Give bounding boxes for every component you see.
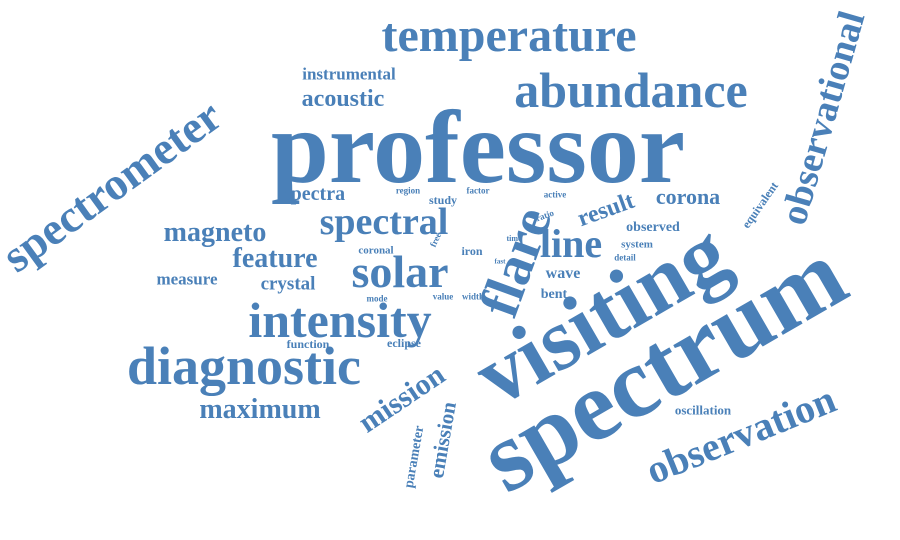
word-bent: bent <box>540 287 568 302</box>
word-magneto: magneto <box>163 217 267 248</box>
word-maximum: maximum <box>199 394 321 425</box>
word-width: width <box>461 291 485 302</box>
word-system: system <box>621 238 653 251</box>
word-intensity: intensity <box>248 292 432 348</box>
word-coronal: coronal <box>358 244 394 257</box>
word-eclipse: eclipse <box>387 336 421 350</box>
word-active: active <box>543 189 567 200</box>
word-study: study <box>428 193 458 207</box>
word-region: region <box>395 185 421 196</box>
word-emission: emission <box>424 399 462 480</box>
word-oscillation: oscillation <box>674 402 732 418</box>
word-feature: feature <box>232 243 318 274</box>
word-acoustic: acoustic <box>301 86 385 112</box>
word-corona: corona <box>655 184 721 209</box>
word-instrumental: instrumental <box>302 64 396 84</box>
word-observational: observational <box>772 6 874 230</box>
word-parameter: parameter <box>401 424 428 490</box>
word-crystal: crystal <box>260 273 316 295</box>
word-spectra: spectra <box>282 183 346 205</box>
word-solar: solar <box>351 246 449 297</box>
word-wave: wave <box>545 265 581 282</box>
word-line: line <box>539 221 603 266</box>
word-mode: mode <box>366 293 388 304</box>
word-measure: measure <box>156 269 218 289</box>
word-observed: observed <box>626 220 680 235</box>
word-abundance: abundance <box>514 62 748 118</box>
word-value: value <box>432 291 454 302</box>
word-diagnostic: diagnostic <box>126 336 362 396</box>
word-iron: iron <box>461 244 483 258</box>
word-temperature: temperature <box>381 9 637 62</box>
word-function: function <box>286 337 330 351</box>
word-detail: detail <box>614 252 636 263</box>
word-time: time <box>506 234 522 243</box>
word-factor: factor <box>466 185 490 196</box>
word-professor: professor <box>270 90 686 205</box>
word-equivalent: equivalent <box>738 179 782 231</box>
word-fast: fast <box>494 257 506 266</box>
word-spectrometer: spectrometer <box>0 89 231 282</box>
word-spectral: spectral <box>319 201 449 243</box>
